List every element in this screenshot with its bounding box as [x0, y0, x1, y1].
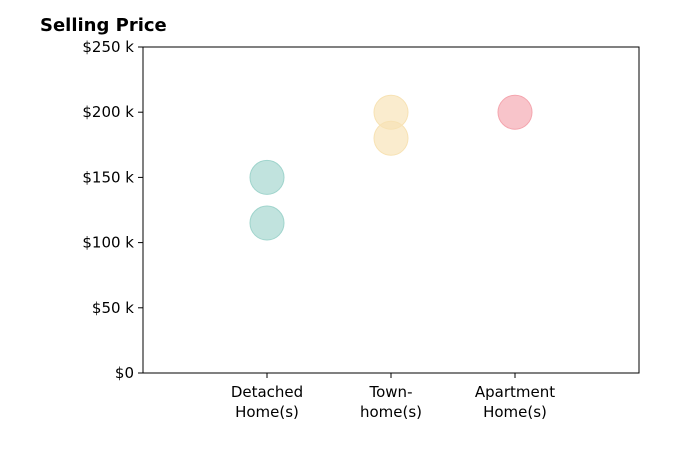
y-tick-label: $200 k — [82, 103, 134, 121]
data-point-2-0 — [497, 94, 533, 130]
x-tick-label: Detached Home(s) — [231, 383, 303, 421]
y-axis: $0 $50 k $100 k $150 k $200 k $250 k — [82, 38, 143, 382]
x-tick-label: Town-home(s) — [360, 383, 422, 421]
x-tick-label: Apartment Home(s) — [475, 383, 555, 421]
x-axis: Detached Home(s) Town-home(s) Apartment Home… — [231, 373, 555, 421]
chart-title: Selling Price — [40, 15, 167, 36]
y-tick-label: $50 k — [92, 299, 134, 317]
y-tick-label: $150 k — [82, 168, 134, 186]
data-point-0-1 — [249, 205, 285, 241]
data-point-1-1 — [373, 120, 409, 156]
y-tick-label: $100 k — [82, 234, 134, 252]
data-point-0-0 — [249, 159, 285, 195]
y-tick-label: $0 — [115, 364, 134, 382]
y-tick-label: $250 k — [82, 38, 134, 56]
